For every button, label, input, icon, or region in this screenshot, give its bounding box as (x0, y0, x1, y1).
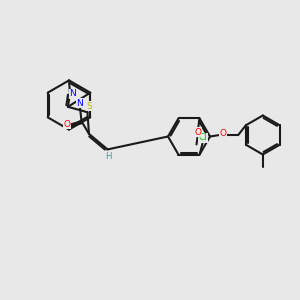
Text: N: N (70, 89, 76, 98)
Text: N: N (76, 99, 83, 108)
Text: Cl: Cl (199, 133, 208, 142)
Text: O: O (219, 129, 226, 138)
Text: O: O (194, 128, 202, 137)
Text: H: H (105, 152, 111, 160)
Text: S: S (86, 102, 92, 111)
Text: O: O (64, 120, 70, 129)
